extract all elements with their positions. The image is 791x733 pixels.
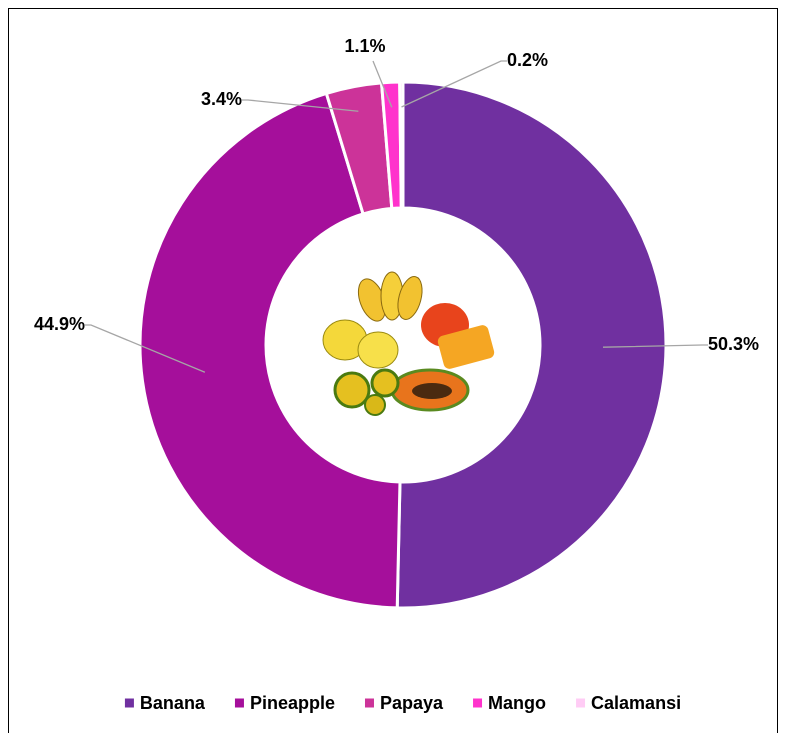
center-illustration: [322, 271, 495, 416]
leader-line: [85, 324, 206, 373]
legend-item: Papaya: [364, 693, 444, 713]
donut-slice: [395, 80, 668, 610]
legend-marker: [124, 698, 134, 708]
data-label: 50.3%: [708, 334, 759, 354]
data-label: 3.4%: [201, 89, 242, 109]
leader-line: [372, 60, 393, 108]
data-labels: 50.3% 44.9% 3.4% 1.1% 0.2%: [34, 36, 759, 373]
leader-line: [242, 99, 359, 112]
legend-marker: [473, 698, 483, 708]
legend-label: Pineapple: [250, 693, 335, 713]
legend-item: Banana: [124, 693, 206, 713]
legend-item: Pineapple: [234, 693, 335, 713]
data-label: 1.1%: [344, 36, 385, 56]
legend-label: Mango: [488, 693, 546, 713]
legend-marker: [234, 698, 244, 708]
donut-slice: [398, 80, 405, 210]
leader-line: [401, 60, 507, 108]
legend-label: Papaya: [380, 693, 444, 713]
data-label: 0.2%: [507, 50, 548, 70]
legend-item: Mango: [473, 693, 546, 713]
legend: Banana Pineapple Papaya Mango Calamansi: [124, 693, 681, 713]
legend-label: Calamansi: [591, 693, 681, 713]
legend-marker: [576, 698, 586, 708]
legend-marker: [364, 698, 374, 708]
legend-label: Banana: [140, 693, 206, 713]
leader-line: [602, 344, 708, 348]
data-label: 44.9%: [34, 314, 85, 334]
donut: [138, 80, 668, 610]
legend-item: Calamansi: [576, 693, 681, 713]
donut-slice: [138, 91, 402, 610]
